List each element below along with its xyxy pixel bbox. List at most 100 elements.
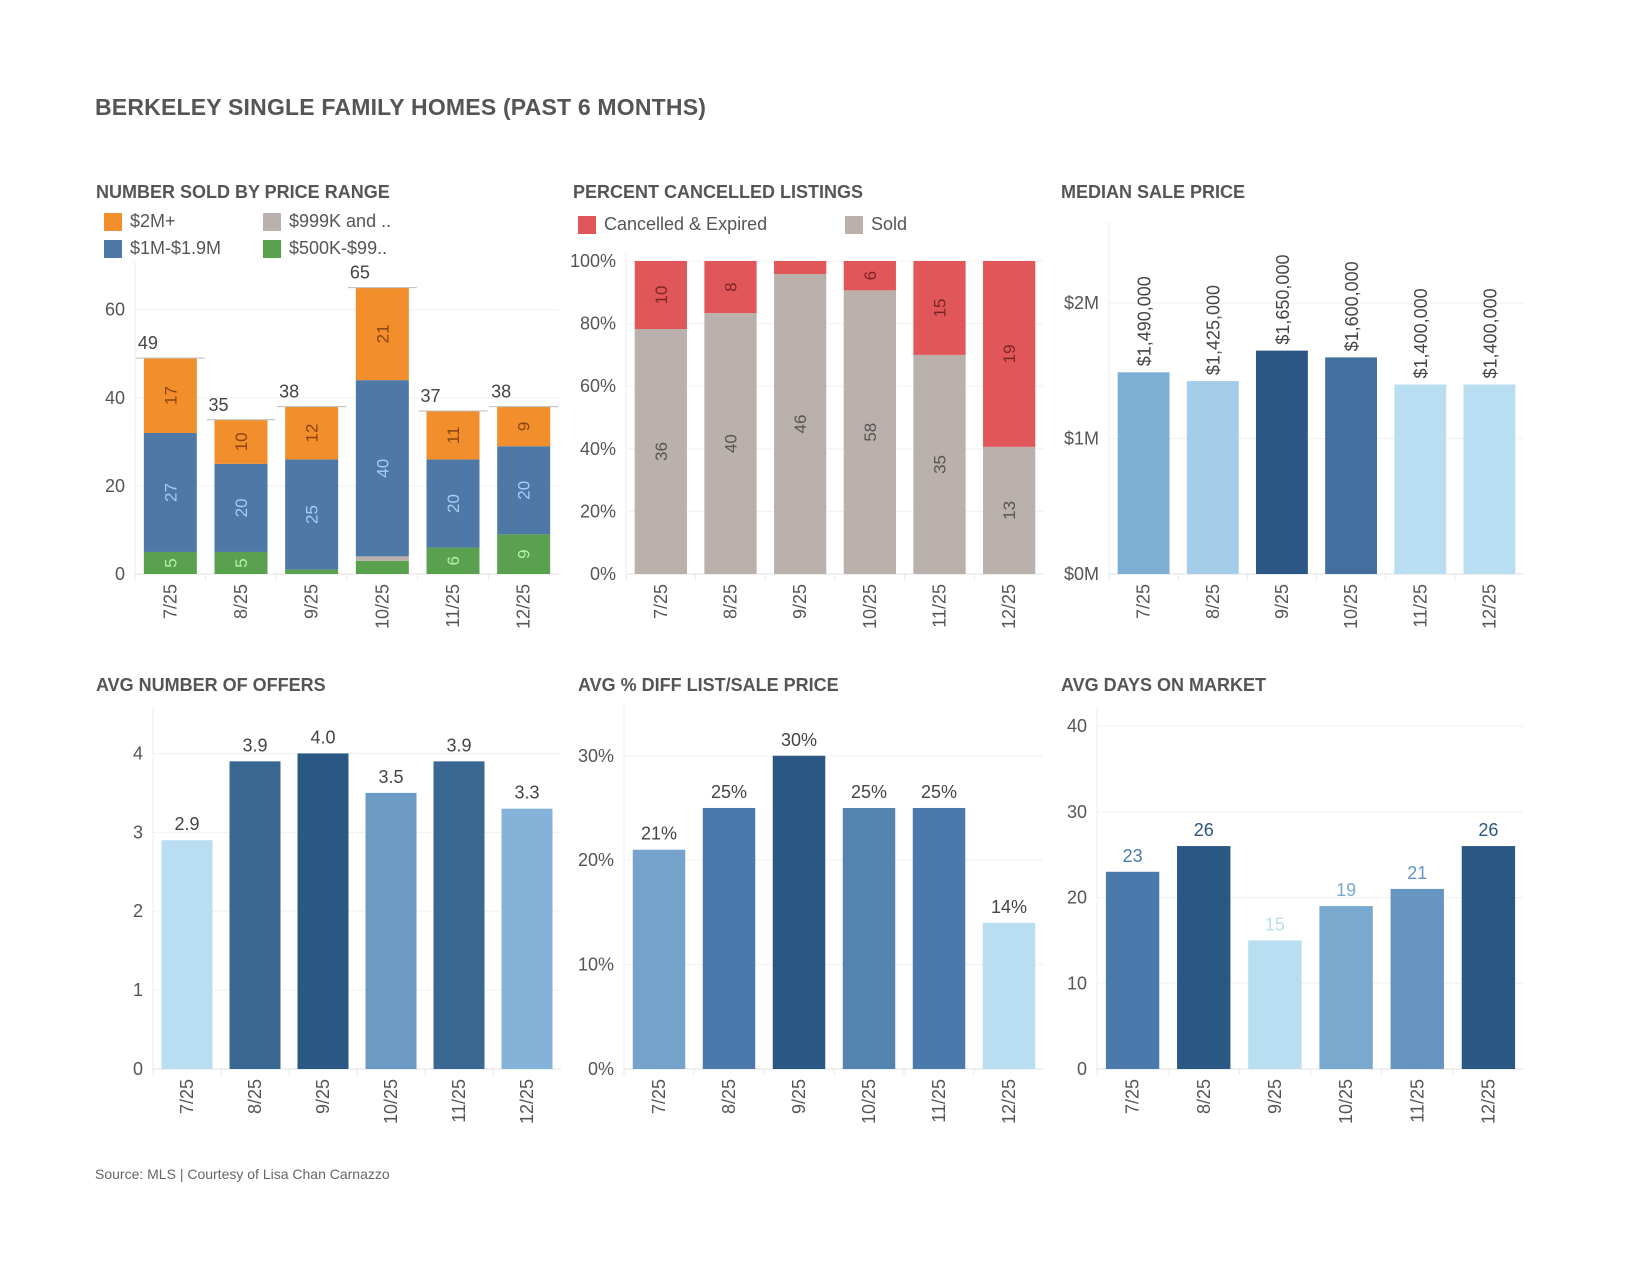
legend-swatch bbox=[263, 212, 281, 231]
x-tick-label: 12/25 bbox=[1479, 584, 1499, 629]
page-title: BERKELEY SINGLE FAMILY HOMES (PAST 6 MON… bbox=[95, 94, 707, 120]
y-tick-label: 10 bbox=[1067, 973, 1087, 993]
x-tick-label: 8/25 bbox=[719, 1079, 739, 1114]
y-tick-label: 40 bbox=[105, 388, 125, 408]
y-tick-label: 80% bbox=[580, 314, 616, 334]
y-tick-label: 10% bbox=[578, 955, 614, 975]
value-label: 23 bbox=[1123, 846, 1143, 866]
bar-segment bbox=[143, 433, 197, 552]
segment-label: 58 bbox=[861, 423, 880, 442]
segment-label: 9 bbox=[515, 549, 534, 558]
legend-swatch bbox=[263, 239, 281, 258]
value-label: $1,425,000 bbox=[1204, 285, 1224, 375]
bar-segment bbox=[634, 329, 687, 574]
bar bbox=[1394, 384, 1447, 574]
total-label: 38 bbox=[279, 382, 299, 402]
bar bbox=[912, 807, 966, 1069]
y-tick-label: 0% bbox=[588, 1059, 614, 1079]
bar bbox=[1390, 888, 1444, 1069]
bar bbox=[433, 761, 485, 1069]
bar bbox=[1319, 906, 1373, 1069]
x-tick-label: 11/25 bbox=[1407, 1079, 1427, 1123]
legend-label: $999K and .. bbox=[289, 211, 392, 231]
y-tick-label: 0% bbox=[590, 564, 616, 584]
bar bbox=[161, 840, 213, 1069]
x-tick-label: 10/25 bbox=[381, 1079, 401, 1124]
bar bbox=[501, 808, 553, 1069]
bar-segment bbox=[913, 354, 966, 574]
bar bbox=[297, 753, 349, 1069]
segment-label: 6 bbox=[861, 271, 880, 280]
bar-segment bbox=[426, 459, 480, 548]
x-tick-label: 12/25 bbox=[517, 1079, 537, 1124]
segment-label: 5 bbox=[161, 558, 180, 567]
legend-item: $2M+ bbox=[104, 211, 176, 232]
bar-segment bbox=[214, 551, 268, 574]
x-tick-label: 9/25 bbox=[790, 584, 810, 619]
bar bbox=[772, 755, 826, 1069]
legend-label: $500K-$99.. bbox=[289, 238, 388, 258]
y-tick-label: 40 bbox=[1067, 716, 1087, 736]
bar-segment bbox=[355, 380, 409, 557]
bar bbox=[842, 807, 896, 1069]
bar-segment bbox=[843, 290, 896, 574]
bar bbox=[1105, 871, 1160, 1069]
bar-segment bbox=[497, 406, 551, 447]
x-tick-label: 8/25 bbox=[1194, 1079, 1214, 1114]
segment-label: 6 bbox=[444, 556, 463, 565]
bar-segment bbox=[704, 261, 757, 314]
chart-title-days-on-market: AVG DAYS ON MARKET bbox=[1061, 675, 1267, 695]
x-tick-label: 9/25 bbox=[313, 1079, 333, 1114]
y-tick-label: $1M bbox=[1064, 429, 1099, 449]
segment-label: 20 bbox=[444, 494, 463, 513]
y-tick-label: $0M bbox=[1064, 564, 1099, 584]
x-tick-label: 8/25 bbox=[721, 584, 741, 619]
x-tick-label: 7/25 bbox=[177, 1079, 197, 1114]
x-tick-label: 9/25 bbox=[302, 584, 322, 619]
bar bbox=[1463, 384, 1516, 574]
bar-segment bbox=[426, 547, 480, 574]
x-tick-label: 11/25 bbox=[930, 584, 950, 628]
bar-segment bbox=[285, 406, 339, 460]
x-tick-label: 7/25 bbox=[1134, 584, 1154, 619]
value-label: 14% bbox=[991, 897, 1027, 917]
bar-segment bbox=[913, 261, 966, 355]
y-tick-label: 0 bbox=[115, 564, 125, 584]
value-label: $1,400,000 bbox=[1480, 288, 1500, 378]
value-label: 3.9 bbox=[242, 735, 267, 755]
x-tick-label: 12/25 bbox=[1478, 1079, 1498, 1124]
x-tick-label: 8/25 bbox=[245, 1079, 265, 1114]
y-tick-label: 30 bbox=[1067, 802, 1087, 822]
total-label: 65 bbox=[350, 263, 370, 283]
value-label: 2.9 bbox=[174, 814, 199, 834]
legend-swatch bbox=[104, 239, 122, 258]
segment-label: 40 bbox=[722, 434, 741, 453]
y-tick-label: $2M bbox=[1064, 293, 1099, 313]
bar bbox=[1461, 846, 1516, 1069]
total-label: 49 bbox=[138, 333, 158, 353]
bar-segment bbox=[843, 261, 896, 291]
x-tick-label: 9/25 bbox=[1272, 584, 1292, 619]
bar bbox=[1325, 357, 1378, 574]
segment-label: 46 bbox=[791, 415, 810, 434]
segment-label: 27 bbox=[161, 483, 180, 502]
segment-label: 20 bbox=[515, 481, 534, 500]
bar-segment bbox=[285, 569, 339, 574]
bar bbox=[632, 849, 686, 1069]
y-tick-label: 0 bbox=[133, 1059, 143, 1079]
bar-segment bbox=[214, 463, 268, 552]
y-tick-label: 60 bbox=[105, 300, 125, 320]
x-tick-label: 11/25 bbox=[929, 1079, 949, 1123]
legend-swatch bbox=[578, 215, 596, 234]
legend-item: Sold bbox=[845, 214, 907, 235]
segment-label: 15 bbox=[931, 298, 950, 317]
bar bbox=[1255, 350, 1308, 574]
x-tick-label: 7/25 bbox=[651, 584, 671, 619]
y-tick-label: 3 bbox=[133, 822, 143, 842]
bar bbox=[365, 792, 417, 1069]
value-label: 3.9 bbox=[446, 735, 471, 755]
x-tick-label: 9/25 bbox=[1265, 1079, 1285, 1114]
total-label: 38 bbox=[491, 382, 511, 402]
segment-label: 9 bbox=[515, 422, 534, 431]
